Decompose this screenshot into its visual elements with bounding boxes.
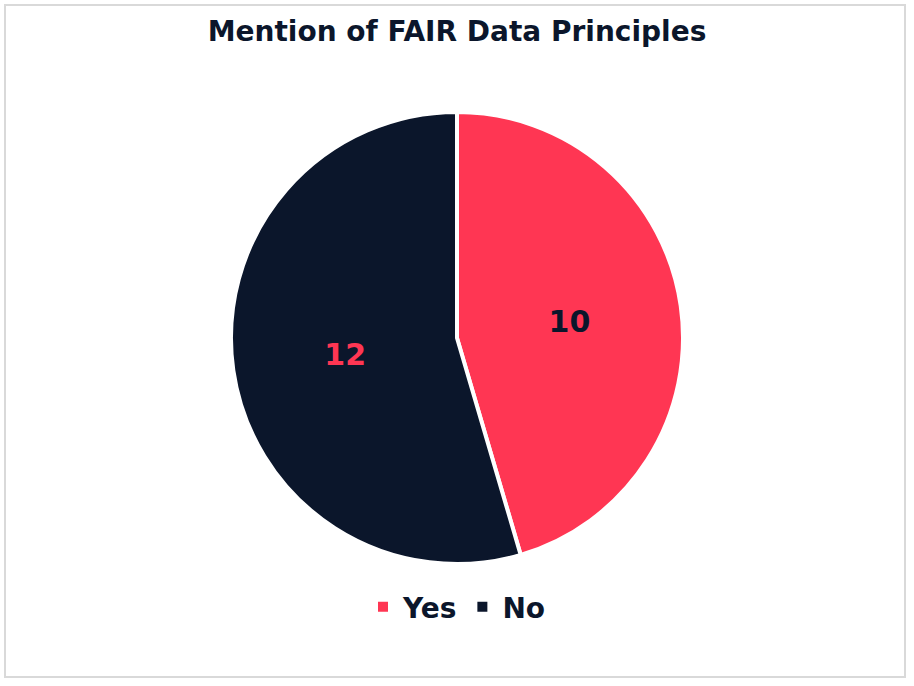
svg-text:12: 12 [324,337,366,372]
svg-text:Mention of FAIR Data Principle: Mention of FAIR Data Principles [208,15,707,48]
svg-text:No: No [502,592,545,625]
svg-text:10: 10 [549,304,591,339]
svg-text:Yes: Yes [402,592,456,625]
